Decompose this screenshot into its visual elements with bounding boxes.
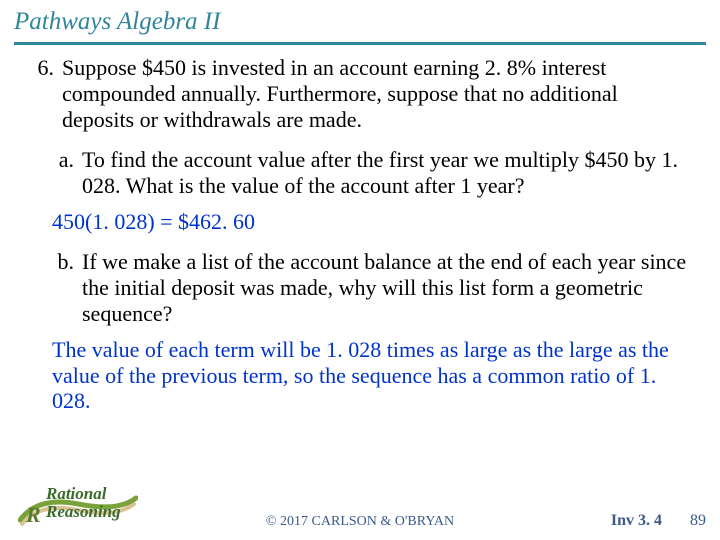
copyright-text: © 2017 CARLSON & O'BRYAN [266, 514, 454, 530]
part-b: b. If we make a list of the account bala… [52, 249, 690, 327]
svg-text:R: R [25, 502, 41, 527]
part-b-label: b. [52, 249, 74, 327]
slide-header: Pathways Algebra II [0, 0, 720, 40]
part-a-label: a. [52, 147, 74, 199]
part-a-text: To find the account value after the firs… [82, 147, 690, 199]
slide-footer: R Rational Reasoning © 2017 CARLSON & O'… [0, 492, 720, 540]
slide-content: 6. Suppose $450 is invested in an accoun… [0, 45, 720, 414]
logo-word-2: Reasoning [46, 502, 121, 522]
part-a: a. To find the account value after the f… [52, 147, 690, 199]
investigation-label: Inv 3. 4 [611, 512, 662, 530]
logo-word-1: Rational [46, 484, 106, 504]
question-main: 6. Suppose $450 is invested in an accoun… [30, 55, 690, 133]
logo: R Rational Reasoning [18, 482, 140, 530]
part-b-text: If we make a list of the account balance… [82, 249, 690, 327]
question-number: 6. [30, 55, 54, 133]
page-number: 89 [690, 512, 706, 530]
question-text: Suppose $450 is invested in an account e… [62, 55, 690, 133]
part-b-answer: The value of each term will be 1. 028 ti… [52, 337, 690, 415]
course-title: Pathways Algebra II [14, 8, 706, 36]
part-a-answer: 450(1. 028) = $462. 60 [52, 209, 690, 235]
